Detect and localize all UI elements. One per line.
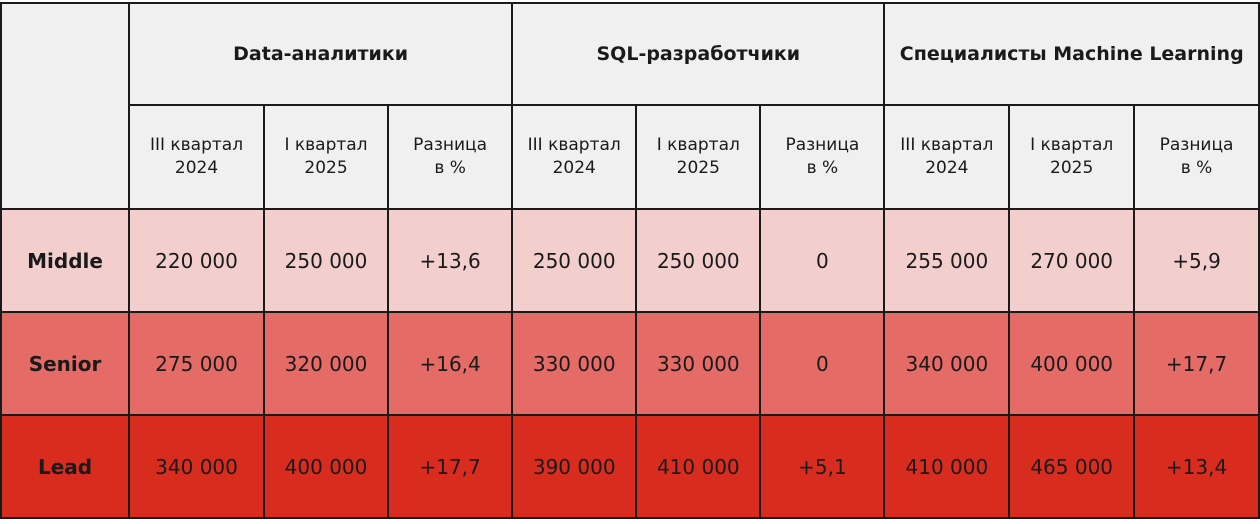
corner-cell xyxy=(0,2,131,210)
period-header-line: в % xyxy=(1180,158,1213,178)
value-cell: +13,6 xyxy=(387,208,514,313)
value-cell: +13,4 xyxy=(1133,414,1260,519)
value-cell: 330 000 xyxy=(511,311,638,416)
group-header: Специалисты Machine Learning xyxy=(883,2,1260,106)
period-header-line: в % xyxy=(806,158,839,178)
header-row-groups: Data-аналитики SQL-разработчики Специалист… xyxy=(0,2,1260,210)
header-row-periods: III квартал 2024 I квартал 2025 Разница в % II… xyxy=(1,104,1260,210)
value-cell: 330 000 xyxy=(635,311,762,416)
period-header-line: I квартал xyxy=(284,135,368,155)
period-header-line: 2025 xyxy=(304,158,348,178)
value-cell: 0 xyxy=(759,311,886,416)
value-cell: +5,1 xyxy=(759,414,886,519)
value-cell: 340 000 xyxy=(128,414,265,519)
value-cell: +16,4 xyxy=(387,311,514,416)
group-header: Data-аналитики xyxy=(128,2,514,106)
value-cell: 270 000 xyxy=(1008,208,1136,313)
period-header: I квартал 2025 xyxy=(1008,104,1136,210)
period-header-line: 2024 xyxy=(925,158,969,178)
value-cell: 220 000 xyxy=(128,208,265,313)
period-header: Разница в % xyxy=(1133,104,1260,210)
row-label: Senior xyxy=(0,311,131,416)
period-header: Разница в % xyxy=(759,104,886,210)
value-cell: 340 000 xyxy=(883,311,1011,416)
period-header-line: 2025 xyxy=(1050,158,1094,178)
group-header: SQL-разработчики xyxy=(511,2,886,106)
period-header-line: III квартал xyxy=(149,135,244,155)
period-header-line: Разница xyxy=(785,135,860,155)
table-row: Senior 275 000 320 000 +16,4 330 000 330 000 0… xyxy=(0,311,1260,416)
value-cell: 320 000 xyxy=(262,311,390,416)
value-cell: +5,9 xyxy=(1133,208,1260,313)
period-header-line: Разница xyxy=(1159,135,1234,155)
value-cell: 0 xyxy=(759,208,886,313)
value-cell: 255 000 xyxy=(883,208,1011,313)
value-cell: 390 000 xyxy=(511,414,638,519)
period-header-line: 2025 xyxy=(676,158,720,178)
value-cell: 250 000 xyxy=(511,208,638,313)
value-cell: 250 000 xyxy=(262,208,390,313)
period-header-line: I квартал xyxy=(656,135,740,155)
value-cell: 410 000 xyxy=(635,414,762,519)
row-label: Lead xyxy=(0,414,131,519)
period-header-line: I квартал xyxy=(1030,135,1114,155)
period-header-line: 2024 xyxy=(174,158,219,178)
row-label: Middle xyxy=(0,208,131,313)
period-header-line: III квартал xyxy=(900,135,994,155)
period-header: Разница в % xyxy=(387,104,514,210)
period-header-line: 2024 xyxy=(552,158,596,178)
table-row: Middle 220 000 250 000 +13,6 250 000 250 000 0… xyxy=(0,208,1260,313)
period-header-line: в % xyxy=(434,158,466,178)
period-header-line: Разница xyxy=(413,135,488,155)
value-cell: 465 000 xyxy=(1008,414,1136,519)
value-cell: 410 000 xyxy=(883,414,1011,519)
table-row: Lead 340 000 400 000 +17,7 390 000 410 000 +5,… xyxy=(0,414,1260,519)
period-header: III квартал 2024 xyxy=(883,104,1011,210)
value-cell: +17,7 xyxy=(387,414,514,519)
period-header: I квартал 2025 xyxy=(262,104,390,210)
value-cell: 400 000 xyxy=(262,414,390,519)
value-cell: 250 000 xyxy=(635,208,762,313)
value-cell: +17,7 xyxy=(1133,311,1260,416)
period-header: III квартал 2024 xyxy=(128,104,265,210)
value-cell: 275 000 xyxy=(128,311,265,416)
value-cell: 400 000 xyxy=(1008,311,1136,416)
period-header: I квартал 2025 xyxy=(635,104,762,210)
period-header: III квартал 2024 xyxy=(511,104,638,210)
period-header-line: III квартал xyxy=(527,135,621,155)
